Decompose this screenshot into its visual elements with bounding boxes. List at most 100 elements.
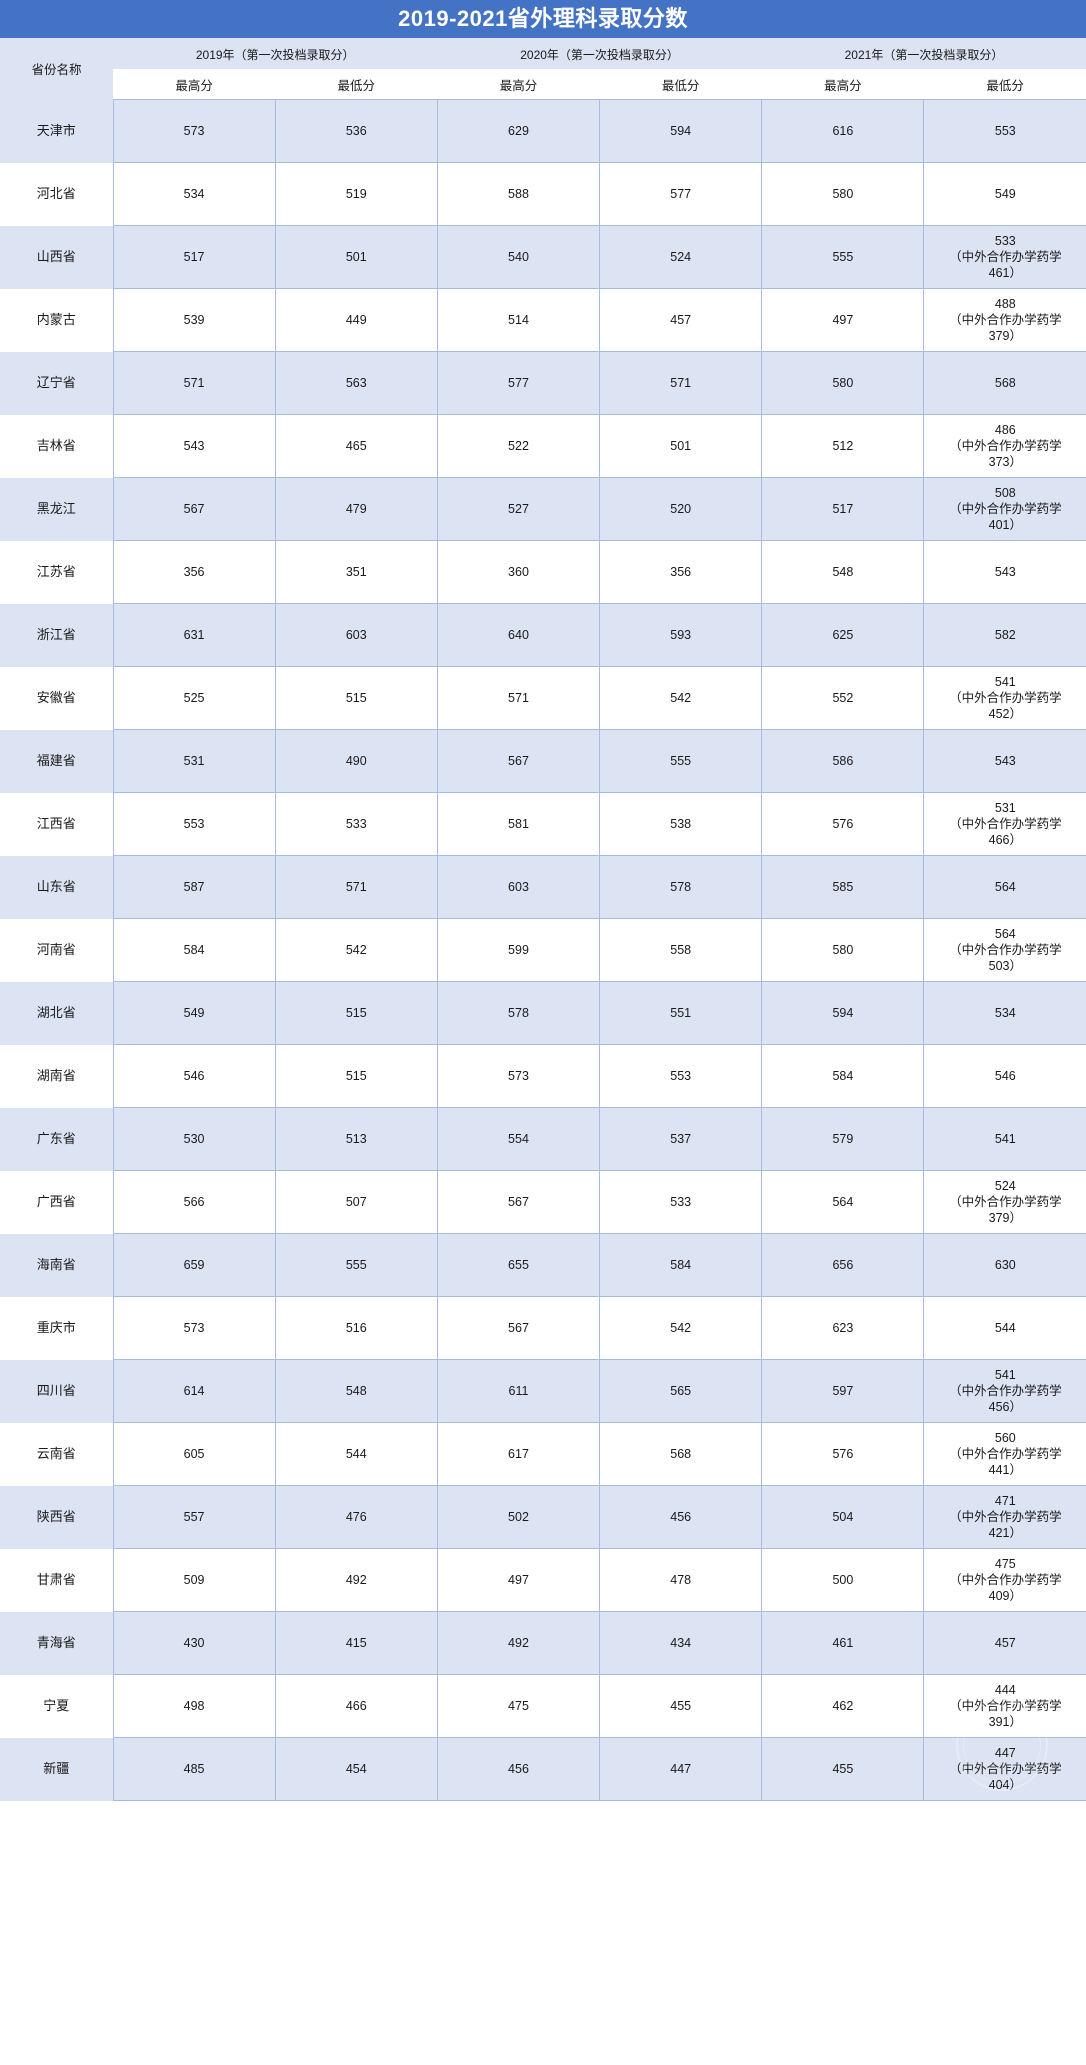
score-value: 587	[183, 880, 205, 894]
header-year-2021: 2021年（第一次投档录取分）	[761, 38, 1086, 69]
score-cell: 558	[599, 918, 763, 982]
score-cell: 543	[923, 729, 1086, 793]
score-cell: 356	[112, 540, 276, 604]
table-row: 宁夏 498 466 475 455 462 444 （中外合作办学药学 391）	[0, 1674, 1086, 1738]
score-value: 599	[508, 943, 529, 957]
score-value: 631	[183, 628, 205, 642]
score-cell: 614	[112, 1359, 276, 1423]
score-table-page: 2019-2021省外理科录取分数 省份名称 2019年（第一次投档录取分） 2…	[0, 0, 1086, 1801]
score-value: 617	[508, 1447, 529, 1461]
score-cell: 430	[112, 1611, 276, 1675]
score-value: 542	[670, 691, 692, 705]
score-cell: 461	[761, 1611, 925, 1675]
score-cell: 594	[599, 99, 763, 163]
score-cell: 568	[599, 1422, 763, 1486]
score-cell: 580	[761, 351, 925, 415]
score-cell: 488 （中外合作办学药学 379）	[923, 288, 1086, 352]
score-cell: 605	[112, 1422, 276, 1486]
score-value: 580	[832, 943, 854, 957]
score-value: 552	[832, 691, 854, 705]
score-value: 554	[508, 1132, 529, 1146]
header-2021-min: 最低分	[923, 69, 1086, 100]
score-value: 555	[832, 250, 854, 264]
table-row: 黑龙江 567 479 527 520 517 508 （中外合作办学药学 401）	[0, 477, 1086, 541]
score-cell: 565	[599, 1359, 763, 1423]
score-cell: 580	[761, 162, 925, 226]
score-value: 534	[183, 187, 205, 201]
table-body: 天津市 573 536 629 594 616 553 河北省 534 519 588 577 580 5…	[0, 99, 1086, 1801]
score-value: 537	[670, 1132, 692, 1146]
score-value: 502	[508, 1510, 529, 1524]
score-value: 507	[345, 1195, 367, 1209]
score-cell: 564	[761, 1170, 925, 1234]
score-note-label: （中外合作办学药学	[949, 817, 1062, 831]
score-cell: 504	[761, 1485, 925, 1549]
score-note-value: 441）	[988, 1463, 1022, 1477]
score-value: 444	[994, 1683, 1016, 1697]
score-cell: 533	[274, 792, 438, 856]
score-cell: 541 （中外合作办学药学 456）	[923, 1359, 1086, 1423]
score-cell: 587	[112, 855, 276, 919]
header-year-2019: 2019年（第一次投档录取分）	[113, 38, 438, 69]
score-value: 548	[345, 1384, 367, 1398]
province-name-cell: 天津市	[0, 99, 114, 163]
score-value: 449	[345, 313, 367, 327]
score-value: 501	[670, 439, 692, 453]
score-cell: 531 （中外合作办学药学 466）	[923, 792, 1086, 856]
score-value: 519	[345, 187, 367, 201]
province-name-cell: 浙江省	[0, 603, 114, 667]
table-row: 云南省 605 544 617 568 576 560 （中外合作办学药学 441）	[0, 1422, 1086, 1486]
score-value: 553	[994, 124, 1016, 138]
score-value: 360	[508, 565, 529, 579]
score-value: 456	[670, 1510, 692, 1524]
score-cell: 576	[761, 792, 925, 856]
score-cell: 515	[274, 1044, 438, 1108]
score-value: 508	[994, 486, 1016, 500]
score-cell: 356	[599, 540, 763, 604]
score-cell: 465	[274, 414, 438, 478]
score-value: 465	[345, 439, 367, 453]
header-2020-max: 最高分	[437, 69, 600, 100]
score-value: 580	[832, 376, 854, 390]
score-cell: 564 （中外合作办学药学 503）	[923, 918, 1086, 982]
table-row: 江苏省 356 351 360 356 548 543	[0, 540, 1086, 604]
score-cell: 507	[274, 1170, 438, 1234]
table-row: 辽宁省 571 563 577 571 580 568	[0, 351, 1086, 415]
score-value: 566	[183, 1195, 205, 1209]
score-value: 629	[508, 124, 529, 138]
score-cell: 517	[112, 225, 276, 289]
score-value: 593	[670, 628, 692, 642]
score-cell: 551	[599, 981, 763, 1045]
score-cell: 492	[436, 1611, 601, 1675]
score-cell: 466	[274, 1674, 438, 1738]
score-cell: 577	[599, 162, 763, 226]
score-cell: 434	[599, 1611, 763, 1675]
score-cell: 597	[761, 1359, 925, 1423]
score-value: 553	[670, 1069, 692, 1083]
score-cell: 568	[923, 351, 1086, 415]
score-value: 524	[670, 250, 692, 264]
score-value: 541	[994, 675, 1016, 689]
score-value: 548	[832, 565, 854, 579]
score-value: 542	[345, 943, 367, 957]
score-cell: 549	[923, 162, 1086, 226]
score-value: 454	[345, 1762, 367, 1776]
score-value: 603	[345, 628, 367, 642]
score-value: 497	[832, 313, 854, 327]
province-name-cell: 重庆市	[0, 1296, 114, 1360]
score-value: 541	[994, 1132, 1016, 1146]
province-name-cell: 四川省	[0, 1359, 114, 1423]
score-cell: 524 （中外合作办学药学 379）	[923, 1170, 1086, 1234]
score-cell: 351	[274, 540, 438, 604]
score-value: 530	[183, 1132, 205, 1146]
score-value: 560	[994, 1431, 1016, 1445]
score-note-label: （中外合作办学药学	[949, 1762, 1062, 1776]
score-value: 557	[183, 1510, 205, 1524]
score-value: 611	[508, 1384, 529, 1398]
score-cell: 544	[923, 1296, 1086, 1360]
score-value: 655	[508, 1258, 529, 1272]
score-value: 576	[832, 817, 854, 831]
score-value: 536	[345, 124, 367, 138]
score-cell: 577	[436, 351, 601, 415]
score-cell: 567	[436, 1296, 601, 1360]
